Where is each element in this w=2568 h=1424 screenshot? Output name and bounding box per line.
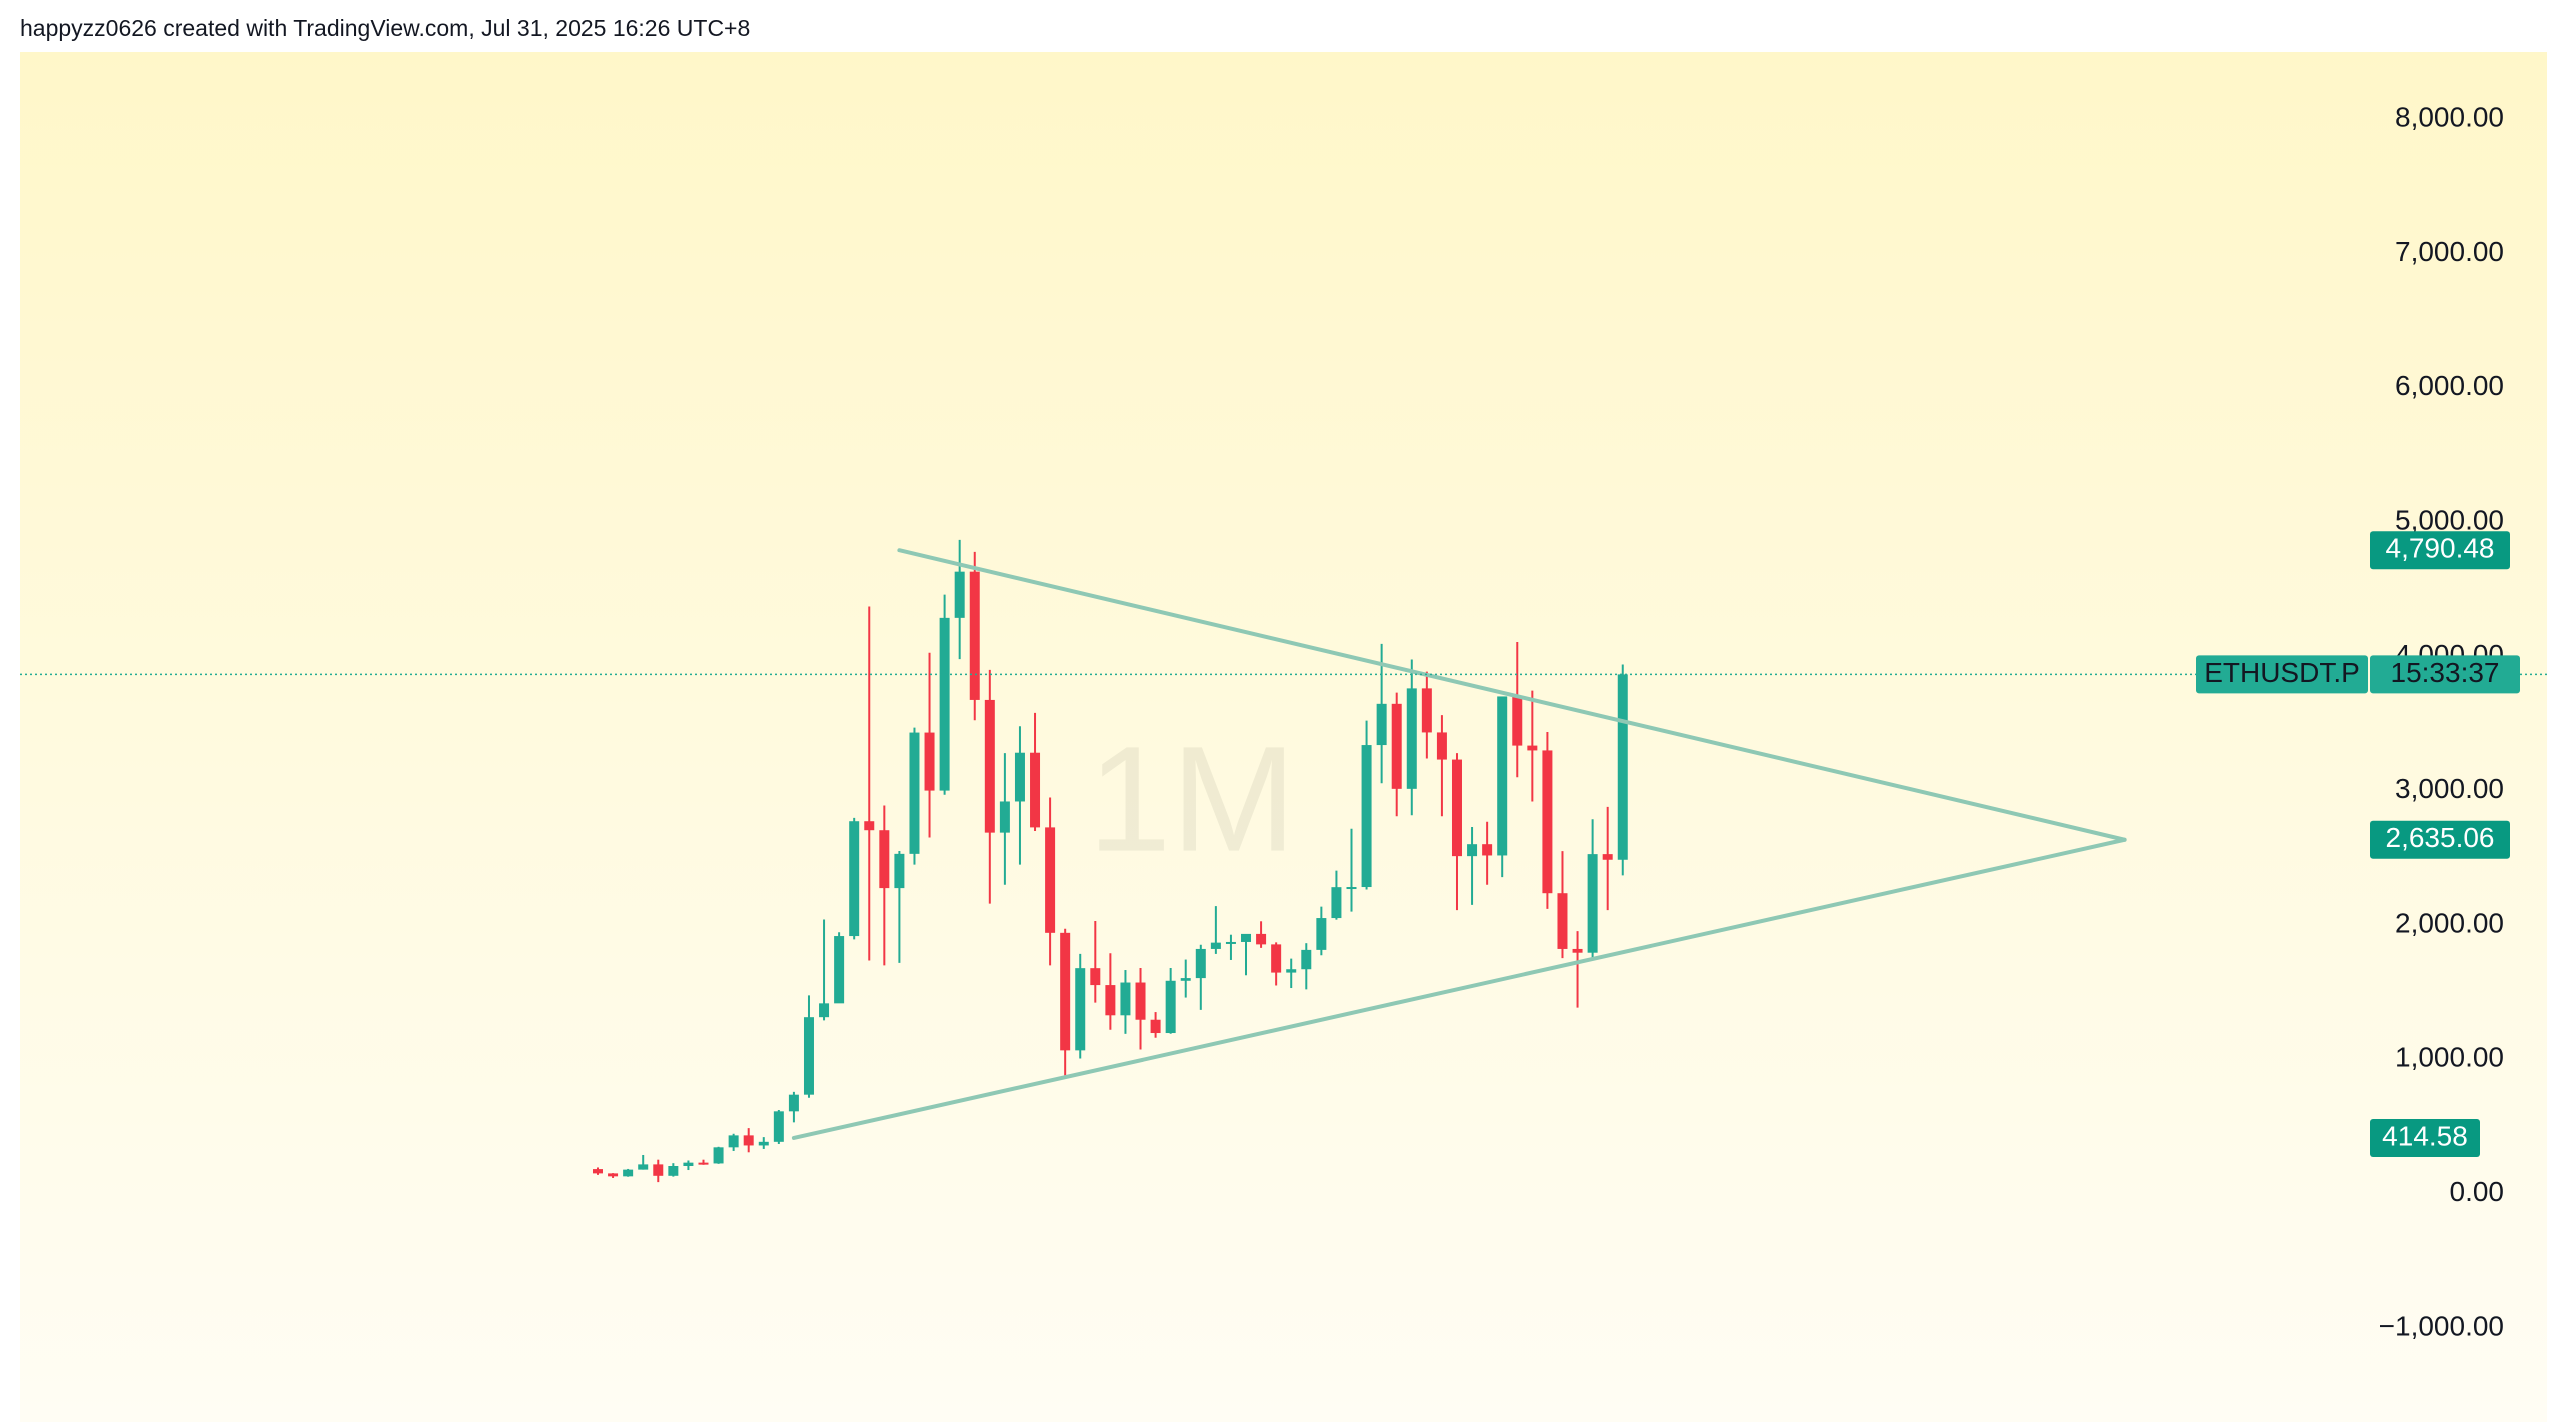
candle-body [803,1017,814,1095]
price-tag [2370,820,2510,859]
candle-body [879,830,890,889]
candle-body [758,1141,769,1146]
candle-body [984,699,995,833]
candle-body [1316,918,1327,950]
candle-body [1060,932,1071,1051]
candle-body [1587,854,1598,953]
candle-body [1331,887,1342,919]
candle-body [728,1135,739,1148]
candle-body [1361,745,1372,888]
candle-body [743,1135,754,1146]
candle-body [864,821,875,831]
candle-body [849,821,860,937]
candle-body [638,1164,649,1170]
candle-body [1286,969,1297,973]
candle-body [1075,968,1086,1051]
y-tick-label: 5,000.00 [2395,504,2504,535]
candle-body [1210,942,1221,949]
candle-body [1602,854,1613,860]
y-tick-label: 6,000.00 [2395,370,2504,401]
candle-body [623,1169,634,1177]
header: happyzz0626 created with TradingView.com… [20,15,750,41]
candle-body [653,1164,664,1176]
candle-body [1180,978,1191,981]
symbol-label: ETHUSDT.P [2204,657,2360,688]
candle-body [1120,982,1131,1016]
symbol-tag [2196,655,2368,694]
y-tick-label: 8,000.00 [2395,102,2504,133]
trendline [791,837,2127,1140]
candle-body [1421,688,1432,733]
price-tag [2370,531,2510,570]
candle-body [1271,944,1282,973]
candle-body [1165,980,1176,1034]
candle-body [954,571,965,618]
countdown-label: 15:33:37 [2391,657,2500,688]
candle-body [713,1147,724,1164]
y-tick-label: 1,000.00 [2395,1042,2504,1073]
candle-body [683,1162,694,1166]
candle-body [773,1111,784,1142]
candle-body [1150,1019,1161,1034]
y-tick-label: 0.00 [2450,1176,2505,1207]
candle-body [1225,941,1236,944]
price-tag-label: 414.58 [2382,1120,2468,1151]
candle-body [1030,752,1041,828]
candle-body [1045,827,1056,933]
candle-body [1014,752,1025,802]
candle-body [1451,759,1462,857]
candle-body [1256,933,1267,945]
candle-body [1557,893,1568,949]
candle-body [924,732,935,791]
price-tag [2370,1118,2480,1157]
countdown-tag [2370,655,2520,694]
candle-body [1135,982,1146,1020]
candle-body [1391,703,1402,789]
candle-body [1301,949,1312,970]
candle-body [894,853,905,889]
candle-body [1406,688,1417,789]
candle-body [1376,703,1387,746]
candle-body [1482,844,1493,856]
plot-background [20,52,2547,1422]
candle-body [1512,696,1523,746]
candle-body [999,801,1010,833]
candle-body [1105,985,1116,1016]
candle-body [1527,745,1538,751]
candle-body [969,571,980,700]
candle-body [1241,933,1252,942]
candle-body [1497,696,1508,856]
candle-body [819,1003,830,1018]
candle-body [788,1094,799,1112]
y-tick-label: −1,000.00 [2379,1310,2504,1341]
candle-body [1467,844,1478,857]
candle-body [1542,750,1553,894]
candle-body [698,1162,709,1165]
candle-body [608,1173,619,1177]
candle-body [1617,674,1628,860]
candle-body [1346,887,1357,890]
y-tick-label: 3,000.00 [2395,773,2504,804]
candle-body [1195,948,1206,979]
y-tick-label: 7,000.00 [2395,236,2504,267]
candle-body [668,1165,679,1176]
y-tick-label: 2,000.00 [2395,907,2504,938]
candle-body [909,732,920,854]
candle-body [939,617,950,791]
candle-body [834,936,845,1004]
watermark: 1M [1088,715,1296,883]
price-tag-label: 4,790.48 [2386,533,2495,564]
trendline [897,548,2127,842]
candle-body [1436,732,1447,760]
candle-body [1572,948,1583,953]
candle-body [593,1169,603,1174]
candle-body [1090,968,1101,986]
price-tag-label: 2,635.06 [2386,822,2495,853]
